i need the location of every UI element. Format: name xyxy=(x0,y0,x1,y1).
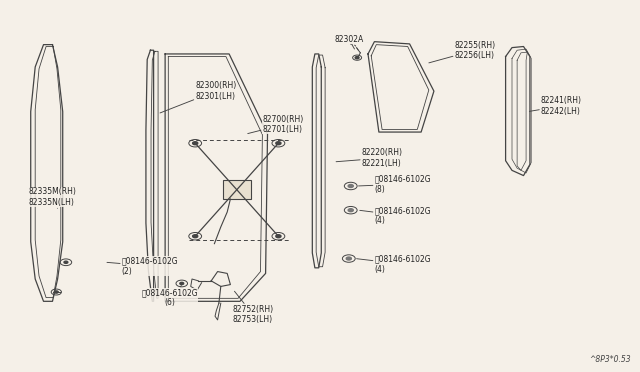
Circle shape xyxy=(193,142,198,145)
Text: 82241(RH)
82242(LH): 82241(RH) 82242(LH) xyxy=(529,96,582,116)
Text: 82700(RH)
82701(LH): 82700(RH) 82701(LH) xyxy=(248,115,303,134)
Text: Ⓑ08146-6102G
(8): Ⓑ08146-6102G (8) xyxy=(358,174,431,194)
Circle shape xyxy=(193,235,198,238)
Circle shape xyxy=(348,185,353,187)
Text: Ⓑ08146-6102G
(4): Ⓑ08146-6102G (4) xyxy=(356,254,431,274)
Text: 82300(RH)
82301(LH): 82300(RH) 82301(LH) xyxy=(160,81,236,113)
Text: 82752(RH)
82753(LH): 82752(RH) 82753(LH) xyxy=(232,291,273,324)
FancyBboxPatch shape xyxy=(223,180,251,199)
Text: 82302A: 82302A xyxy=(334,35,364,49)
Circle shape xyxy=(180,282,184,285)
Text: ^8P3*0.53: ^8P3*0.53 xyxy=(589,355,630,364)
Circle shape xyxy=(276,142,281,145)
Circle shape xyxy=(348,209,353,212)
Text: Ⓑ08146-6102G
(6): Ⓑ08146-6102G (6) xyxy=(141,286,198,307)
Circle shape xyxy=(54,291,58,293)
Text: 82255(RH)
82256(LH): 82255(RH) 82256(LH) xyxy=(429,41,495,63)
Circle shape xyxy=(276,235,281,238)
Text: 82335M(RH)
82335N(LH): 82335M(RH) 82335N(LH) xyxy=(29,187,77,208)
Text: 82220(RH)
82221(LH): 82220(RH) 82221(LH) xyxy=(336,148,403,168)
Circle shape xyxy=(346,257,351,260)
Circle shape xyxy=(355,57,359,59)
Text: Ⓑ08146-6102G
(4): Ⓑ08146-6102G (4) xyxy=(360,206,431,225)
Circle shape xyxy=(64,261,68,263)
Text: Ⓑ08146-6102G
(2): Ⓑ08146-6102G (2) xyxy=(107,256,178,276)
